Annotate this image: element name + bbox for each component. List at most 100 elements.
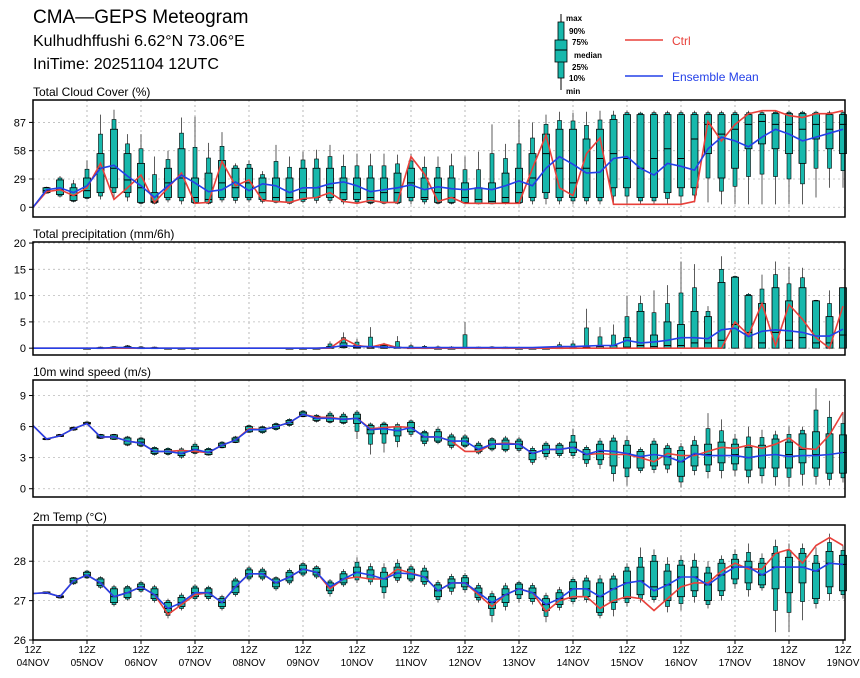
- x-date-label: 15NOV: [611, 658, 644, 669]
- box-25-75: [704, 316, 712, 349]
- y-tick-label: 26: [14, 635, 26, 647]
- legend-mean-label: Ensemble Mean: [672, 70, 759, 84]
- box-25-75: [501, 172, 510, 203]
- box-25-75: [744, 446, 753, 471]
- x-hour-label: 12Z: [726, 645, 743, 656]
- panel-title: Total precipitation (mm/6h): [33, 227, 174, 241]
- box-25-75: [488, 182, 496, 204]
- panel-3: 2m Temp (°C) 26 27 28: [14, 510, 847, 647]
- legend-label-4: 25%: [572, 63, 588, 72]
- y-tick-label: 5: [20, 317, 26, 329]
- box-25-75: [744, 560, 753, 584]
- x-date-label: 06NOV: [125, 658, 158, 669]
- box-25-75: [839, 434, 847, 474]
- box-25-75: [150, 588, 159, 600]
- box-25-75: [623, 114, 631, 189]
- x-hour-label: 12Z: [402, 645, 419, 656]
- y-tick-label: 87: [14, 117, 26, 129]
- x-hour-label: 12Z: [348, 645, 365, 656]
- box-25-75: [798, 287, 807, 349]
- box-25-75: [771, 287, 780, 349]
- box-25-75: [717, 114, 726, 179]
- box-25-75: [312, 167, 321, 198]
- box-25-75: [555, 128, 564, 198]
- box-25-75: [704, 114, 712, 155]
- box-25-75: [285, 177, 294, 203]
- y-tick-label: 15: [14, 264, 26, 276]
- x-hour-label: 12Z: [24, 645, 41, 656]
- x-date-label: 18NOV: [773, 658, 806, 669]
- box-25-75: [690, 114, 699, 189]
- box-25-75: [447, 177, 456, 203]
- x-hour-label: 12Z: [564, 645, 581, 656]
- location-label: Kulhudhffushi 6.62°N 73.06°E: [33, 33, 245, 50]
- box-25-75: [798, 113, 807, 164]
- box-25-75: [299, 167, 307, 200]
- box-25-75: [758, 114, 766, 145]
- panel-frame: [32, 99, 846, 218]
- x-date-label: 12NOV: [449, 658, 482, 669]
- box-25-75: [528, 450, 537, 461]
- x-date-label: 04NOV: [17, 658, 50, 669]
- box-25-75: [663, 321, 672, 349]
- legend-label-0: max: [566, 14, 583, 23]
- box-25-75: [825, 550, 834, 588]
- y-tick-label: 0: [20, 484, 26, 496]
- box-25-75: [785, 300, 793, 349]
- x-date-label: 11NOV: [395, 658, 427, 669]
- y-tick-label: 10: [14, 291, 26, 303]
- box-25-75: [839, 554, 847, 592]
- ensemble-mean-line: [32, 562, 844, 610]
- box-25-75: [744, 295, 753, 349]
- x-hour-label: 12Z: [510, 645, 527, 656]
- y-tick-label: 3: [20, 453, 26, 465]
- box-25-75: [434, 177, 442, 203]
- x-date-label: 08NOV: [233, 658, 266, 669]
- box-25-75: [758, 562, 766, 586]
- x-hour-label: 12Z: [186, 645, 203, 656]
- x-hour-label: 12Z: [618, 645, 635, 656]
- legend-label-6: min: [566, 87, 580, 96]
- box-25-75: [812, 300, 820, 349]
- init-time-label: IniTime: 20251104 12UTC: [33, 56, 219, 73]
- y-tick-label: 0: [20, 202, 26, 214]
- panel-title: 10m wind speed (m/s): [33, 365, 151, 379]
- box-25-75: [650, 560, 658, 598]
- box-25-75: [825, 316, 834, 349]
- box-25-75: [110, 128, 118, 189]
- box-25-75: [785, 556, 793, 594]
- box-25-75: [636, 114, 645, 198]
- legend-label-1: 90%: [569, 27, 585, 36]
- box-25-75: [744, 114, 753, 150]
- box-25-75: [771, 438, 780, 469]
- legend-ctrl-label: Ctrl: [672, 34, 691, 48]
- x-date-label: 09NOV: [287, 658, 320, 669]
- legend: max 90% 75% median 25% 10% min Ctrl Ensemble Mea…: [554, 14, 759, 96]
- y-tick-label: 0: [20, 343, 26, 355]
- box-25-75: [785, 441, 793, 469]
- box-25-75: [623, 337, 631, 349]
- panel-1: Total precipitation (mm/6h) 0 5 10 15 20: [14, 227, 847, 356]
- y-tick-label: 6: [20, 422, 26, 434]
- box-25-75: [636, 451, 645, 469]
- panel-frame: [32, 241, 846, 356]
- y-tick-label: 29: [14, 174, 26, 186]
- box-25-75: [677, 114, 685, 189]
- box-25-75: [96, 153, 105, 194]
- box-25-75: [717, 282, 726, 349]
- y-tick-label: 20: [14, 238, 26, 250]
- box-25-75: [704, 572, 712, 602]
- x-date-label: 13NOV: [503, 658, 536, 669]
- box-25-75: [771, 552, 780, 590]
- box-25-75: [461, 182, 469, 203]
- box-25-75: [204, 172, 213, 203]
- box-25-75: [569, 128, 577, 198]
- box-25-75: [569, 581, 577, 600]
- box-25-75: [731, 276, 739, 349]
- box-10-90: [584, 327, 589, 349]
- legend-box-25-75: [554, 39, 568, 63]
- panel-title: 2m Temp (°C): [33, 510, 107, 524]
- legend-label-5: 10%: [569, 74, 585, 83]
- ensemble-mean-line: [32, 413, 844, 463]
